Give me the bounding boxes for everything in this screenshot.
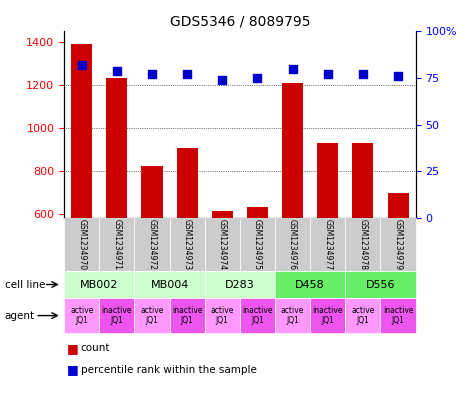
Text: MB004: MB004 (151, 279, 189, 290)
Text: D556: D556 (366, 279, 395, 290)
Text: count: count (81, 343, 110, 353)
Text: MB002: MB002 (80, 279, 118, 290)
Text: GSM1234973: GSM1234973 (183, 219, 191, 270)
Bar (388, 193, 408, 343)
Bar (247, 208, 268, 343)
Text: GSM1234974: GSM1234974 (218, 219, 227, 270)
Point (183, 71, 191, 77)
Text: percentile rank within the sample: percentile rank within the sample (81, 365, 256, 375)
Text: D283: D283 (225, 279, 255, 290)
Text: active
JQ1: active JQ1 (70, 306, 94, 325)
Title: GDS5346 / 8089795: GDS5346 / 8089795 (170, 15, 310, 29)
Text: active
JQ1: active JQ1 (210, 306, 234, 325)
Text: inactive
JQ1: inactive JQ1 (102, 306, 132, 325)
Text: D458: D458 (295, 279, 325, 290)
Text: agent: agent (5, 310, 35, 321)
Point (359, 71, 367, 77)
Point (254, 75, 261, 81)
Text: GSM1234977: GSM1234977 (323, 219, 332, 270)
Point (324, 71, 332, 77)
Bar (317, 143, 338, 343)
Text: GSM1234975: GSM1234975 (253, 219, 262, 270)
Text: GSM1234979: GSM1234979 (394, 219, 402, 270)
Bar (142, 165, 162, 343)
Text: active
JQ1: active JQ1 (281, 306, 304, 325)
Point (78, 62, 86, 68)
Text: GSM1234976: GSM1234976 (288, 219, 297, 270)
Text: inactive
JQ1: inactive JQ1 (172, 306, 202, 325)
Text: GSM1234971: GSM1234971 (113, 219, 121, 270)
Text: cell line: cell line (5, 279, 45, 290)
Point (113, 68, 121, 74)
Bar (352, 143, 373, 343)
Bar (177, 149, 198, 343)
Text: inactive
JQ1: inactive JQ1 (383, 306, 413, 325)
Point (289, 66, 296, 72)
Text: active
JQ1: active JQ1 (351, 306, 375, 325)
Bar (212, 211, 233, 343)
Point (218, 77, 226, 83)
Text: GSM1234972: GSM1234972 (148, 219, 156, 270)
Text: GSM1234978: GSM1234978 (359, 219, 367, 270)
Text: inactive
JQ1: inactive JQ1 (242, 306, 273, 325)
Bar (282, 83, 303, 343)
Bar (71, 44, 92, 343)
Text: active
JQ1: active JQ1 (140, 306, 164, 325)
Point (148, 71, 156, 77)
Text: GSM1234970: GSM1234970 (77, 219, 86, 270)
Text: ■: ■ (66, 363, 78, 376)
Bar (106, 77, 127, 343)
Text: inactive
JQ1: inactive JQ1 (313, 306, 343, 325)
Point (394, 73, 402, 79)
Text: ■: ■ (66, 342, 78, 355)
